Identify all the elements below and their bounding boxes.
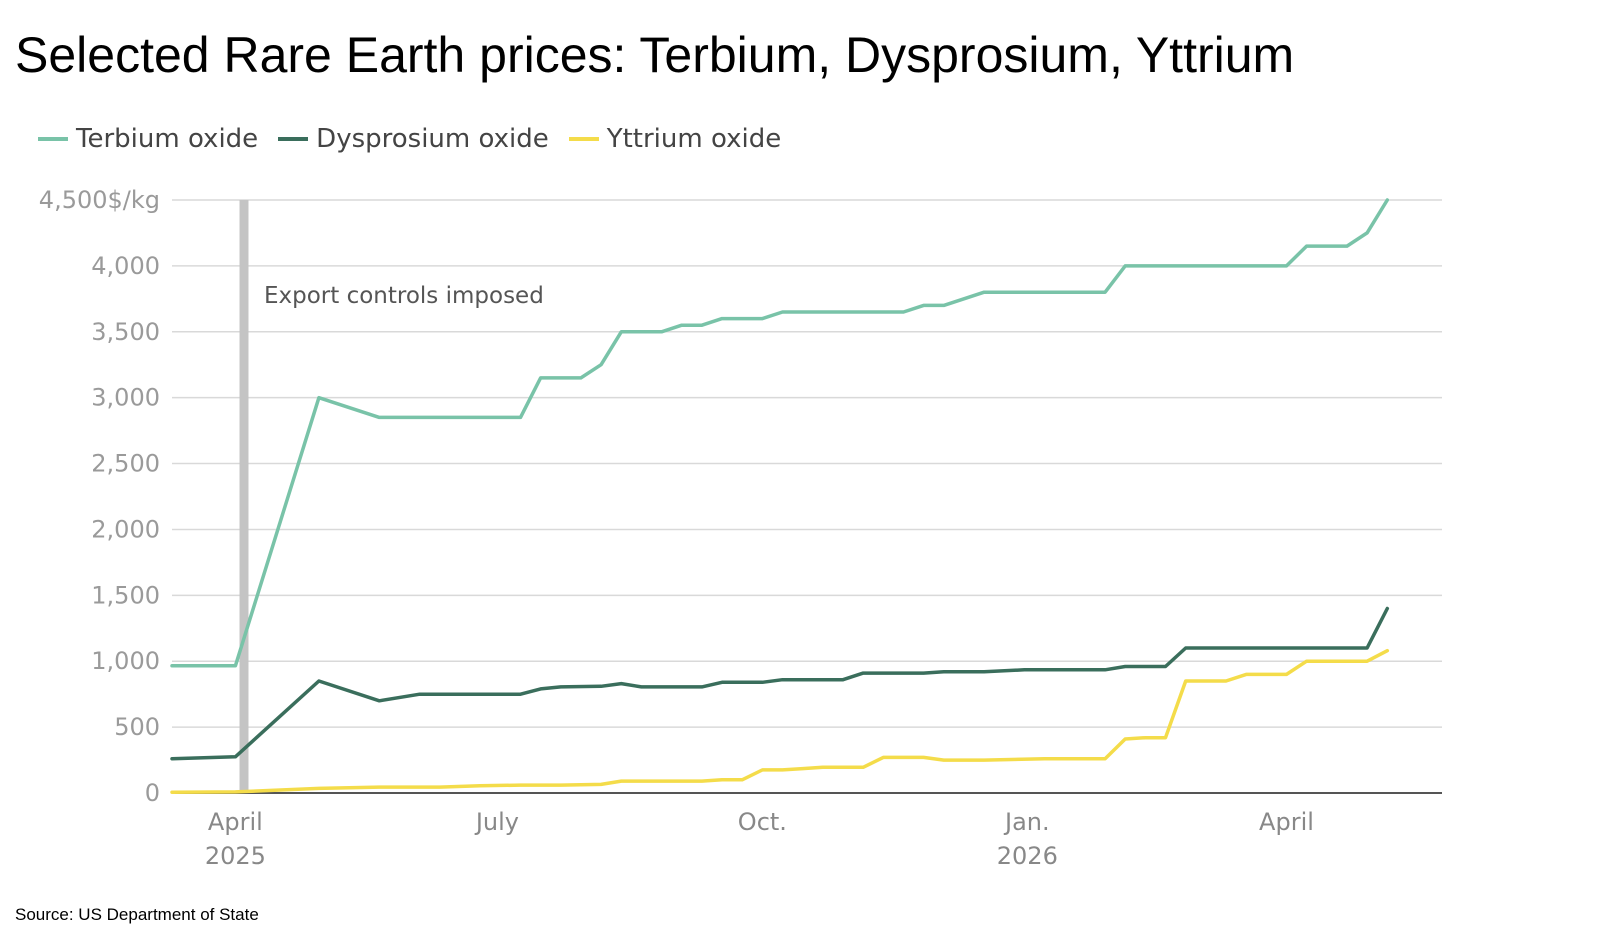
- x-tick-label: April: [1259, 808, 1314, 836]
- legend-item-yttrium: Yttrium oxide: [568, 124, 782, 154]
- x-tick-year-label: 2026: [997, 842, 1058, 870]
- export-controls-annotation: Export controls imposed: [264, 283, 544, 309]
- y-tick-label: 1,500: [91, 581, 160, 609]
- y-tick-label: 4,500$/kg: [39, 186, 160, 214]
- series-layer: [170, 198, 1390, 795]
- legend-item-dysprosium: Dysprosium oxide: [278, 124, 549, 154]
- annotation-layer: Export controls imposed: [239, 200, 544, 793]
- y-tick-label: 0: [145, 779, 160, 807]
- chart-legend: Terbium oxide Dysprosium oxide Yttrium o…: [38, 124, 801, 154]
- legend-swatch-yttrium: [568, 137, 599, 141]
- x-tick-label: April: [208, 808, 263, 836]
- x-axis-ticks: April 2025 July Oct. Jan. 2026 April: [205, 808, 1314, 870]
- y-tick-label: 500: [114, 713, 160, 741]
- x-tick-label: Oct.: [738, 808, 787, 836]
- chart-title: Selected Rare Earth prices: Terbium, Dys…: [15, 27, 1295, 83]
- y-tick-label: 3,000: [91, 384, 160, 412]
- legend-label-yttrium: Yttrium oxide: [606, 124, 782, 154]
- series-line-yttrium-oxide: [170, 648, 1390, 795]
- y-tick-label: 2,500: [91, 450, 160, 478]
- source-note: Source: US Department of State: [15, 905, 259, 924]
- legend-label-dysprosium: Dysprosium oxide: [316, 124, 549, 154]
- legend-swatch-dysprosium: [278, 137, 309, 141]
- y-tick-label: 3,500: [91, 318, 160, 346]
- y-tick-label: 1,000: [91, 647, 160, 675]
- y-tick-label: 2,000: [91, 515, 160, 543]
- series-line-dysprosium-oxide: [170, 606, 1390, 761]
- y-axis-ticks: 0 500 1,000 1,500 2,000 2,500 3,000 3,500 4,000 4…: [39, 186, 160, 807]
- series-line-terbium-oxide: [170, 198, 1390, 668]
- y-tick-label: 4,000: [91, 252, 160, 280]
- legend-item-terbium: Terbium oxide: [38, 124, 258, 154]
- x-tick-label: Jan.: [1003, 808, 1050, 836]
- x-tick-label: July: [474, 808, 519, 836]
- legend-swatch-terbium: [38, 137, 68, 141]
- legend-label-terbium: Terbium oxide: [76, 124, 259, 154]
- x-tick-year-label: 2025: [205, 842, 266, 870]
